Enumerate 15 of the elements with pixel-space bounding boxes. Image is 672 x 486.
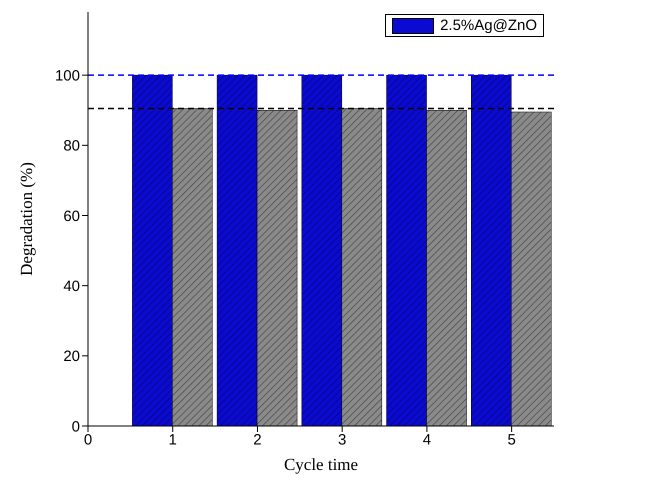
x-tick-label: 1 (168, 432, 177, 449)
legend-label: 2.5%Ag@ZnO (440, 17, 537, 34)
y-tick-label: 40 (63, 278, 80, 295)
y-tick-label: 80 (63, 138, 80, 155)
x-tick-label: 4 (422, 432, 432, 449)
y-axis-title: Degradation (%) (17, 162, 36, 276)
x-tick-label: 5 (507, 432, 516, 449)
x-tick-label: 2 (253, 432, 262, 449)
x-tick-label: 3 (338, 432, 346, 449)
x-tick-label: 0 (84, 432, 92, 449)
y-tick-label: 60 (63, 208, 80, 225)
y-tick-label: 20 (63, 348, 80, 366)
x-axis-title: Cycle time (284, 455, 358, 474)
y-tick-label: 100 (54, 67, 80, 84)
y-tick-label: 0 (72, 418, 80, 436)
